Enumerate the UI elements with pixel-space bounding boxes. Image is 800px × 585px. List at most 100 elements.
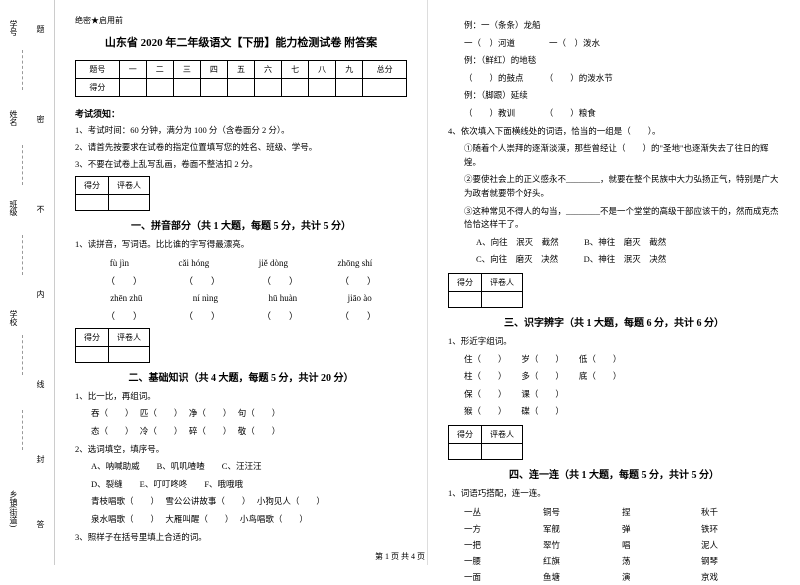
s3-r3: 猴（ ） 碟（ ） (448, 405, 780, 419)
py1-2: jiě dòng (259, 258, 288, 268)
g1-1: 评卷人 (109, 177, 150, 195)
pinyin-row-2: zhēn zhū ní nìng hū huàn jiāo ào (85, 293, 397, 303)
th9: 九 (336, 61, 363, 79)
s2-q2-opts2: D、裂缝 E、叮叮咚咚 F、哦哦哦 (75, 478, 407, 492)
section3-title: 三、识字辨字（共 1 大题，每题 6 分，共计 6 分） (448, 314, 780, 329)
ex4: 例：（脚跟）延续 (448, 89, 780, 103)
dash2 (22, 145, 23, 185)
s2-q2-r0: 青枝唱歌（ ） 雪公公讲故事（ ） 小狗见人（ ） (75, 495, 407, 509)
s3-r1: 柱（ ） 多（ ） 底（ ） (448, 370, 780, 384)
sb-s0: 题 (35, 25, 46, 33)
sb-s5: 封 (35, 455, 46, 463)
q4-c0: A、向往 泯灭 截然 B、神往 磨灭 截然 (448, 236, 780, 250)
py1-1: cǎi hóng (179, 258, 210, 268)
g4-1: 评卷人 (482, 425, 523, 443)
pinyin-row-1: fù jìn cǎi hóng jiě dòng zhōng shí (85, 258, 397, 268)
mc3: 捏 弹 唱 荡 演 (622, 504, 701, 585)
py2-1: ní nìng (193, 293, 218, 303)
py2-2: hū huàn (268, 293, 297, 303)
mc1: 一丛 一方 一把 一腰 一面 (464, 504, 543, 585)
g3-1: 评卷人 (482, 273, 523, 291)
th2: 二 (146, 61, 173, 79)
left-column: 绝密★启用前 山东省 2020 年二年级语文【下册】能力检测试卷 附答案 题号 … (55, 0, 427, 565)
py2-0: zhēn zhū (110, 293, 142, 303)
grade-box-2: 得分评卷人 (75, 328, 150, 363)
sb-s2: 不 (35, 205, 46, 213)
row-label: 得分 (76, 79, 120, 97)
mc2: 铜号 军舰 翠竹 红旗 鱼塘 (543, 504, 622, 585)
th7: 七 (282, 61, 309, 79)
inst-2: 3、不要在试卷上乱写乱画，卷面不整洁扣 2 分。 (75, 158, 407, 171)
exam-title: 山东省 2020 年二年级语文【下册】能力检测试卷 附答案 (75, 34, 407, 50)
s2-q2: 2、选词填空，填序号。 (75, 443, 407, 457)
binding-sidebar: 学号 题 姓名 密 班级 不 内 学校 线 封 乡镇(街道) 答 (0, 0, 55, 565)
section2-title: 二、基础知识（共 4 大题，每题 5 分，共计 20 分） (75, 369, 407, 384)
s3-r0: 住（ ） 岁（ ） 低（ ） (448, 353, 780, 367)
g4-0: 得分 (449, 425, 482, 443)
ex1: 一（ ）河道 一（ ）泼水 (448, 37, 780, 51)
s4-q: 1、词语巧搭配，连一连。 (448, 487, 780, 501)
grade-box-4: 得分评卷人 (448, 425, 523, 460)
page-content: 绝密★启用前 山东省 2020 年二年级语文【下册】能力检测试卷 附答案 题号 … (55, 0, 800, 565)
dash5 (22, 410, 23, 450)
mc4: 秋千 铁环 泥人 钢琴 京戏 (701, 504, 780, 585)
sb-s1: 密 (35, 115, 46, 123)
th5: 五 (227, 61, 254, 79)
py2-3: jiāo ào (348, 293, 372, 303)
grade-box-3: 得分评卷人 (448, 273, 523, 308)
s2-q4: 4、依次填入下面横线处的词语，恰当的一组是（ ）。 (448, 125, 780, 139)
s1-q: 1、读拼音，写词语。比比谁的字写得最漂亮。 (75, 238, 407, 252)
sb-l3: 学校 (8, 310, 19, 326)
s2-q1: 1、比一比，再组词。 (75, 390, 407, 404)
secret-marker: 绝密★启用前 (75, 15, 407, 26)
right-column: 例：一（条条）龙船 一（ ）河道 一（ ）泼水 例：（鲜红）的地毯 （ ）的鼓点… (428, 0, 800, 565)
grade-box-1: 得分评卷人 (75, 176, 150, 211)
g1-0: 得分 (76, 177, 109, 195)
th8: 八 (309, 61, 336, 79)
instructions-title: 考试须知： (75, 107, 407, 120)
matching-block: 一丛 一方 一把 一腰 一面 铜号 军舰 翠竹 红旗 鱼塘 捏 弹 唱 荡 演 (448, 504, 780, 585)
section1-title: 一、拼音部分（共 1 大题，每题 5 分，共计 5 分） (75, 217, 407, 232)
sb-l0: 学号 (8, 20, 19, 36)
s3-q: 1、形近字组词。 (448, 335, 780, 349)
py1-3: zhōng shí (338, 258, 373, 268)
sb-s6: 答 (35, 520, 46, 528)
dash4 (22, 335, 23, 375)
ex0: 例：一（条条）龙船 (448, 19, 780, 33)
q4-i1: ②要使社会上的正义感永不________，就要在整个民族中大力弘扬正气，特别是广… (448, 173, 780, 200)
q4-c1: C、向往 磨灭 决然 D、神往 泯灭 决然 (448, 253, 780, 267)
ex2: 例：（鲜红）的地毯 (448, 54, 780, 68)
s2-q1-r1: 态（ ） 冷（ ） 碎（ ） 敬（ ） (75, 425, 407, 439)
th1: 一 (119, 61, 146, 79)
q4-i0: ①随着个人崇拜的逐渐淡漠，那些曾经让（ ）的"圣地"也逐渐失去了往日的辉煌。 (448, 142, 780, 169)
py1-0: fù jìn (110, 258, 129, 268)
sb-l4: 乡镇(街道) (8, 490, 19, 527)
s2-q2-opts: A、呐喊助威 B、叽叽喳喳 C、汪汪汪 (75, 460, 407, 474)
g3-0: 得分 (449, 273, 482, 291)
page-footer: 第 1 页 共 4 页 (0, 551, 800, 562)
ex3: （ ）的鼓点 （ ）的泼水节 (448, 72, 780, 86)
ex5: （ ）教训 （ ）粮食 (448, 107, 780, 121)
s2-q1-r0: 吞（ ） 匹（ ） 净（ ） 句（ ） (75, 407, 407, 421)
section4-title: 四、连一连（共 1 大题，每题 5 分，共计 5 分） (448, 466, 780, 481)
s2-q3: 3、照样子在括号里填上合适的词。 (75, 531, 407, 545)
q4-i2: ③这种常见不得人的勾当，________不是一个堂堂的高级干部应该干的，然而成克… (448, 205, 780, 232)
paren-row-1: （ ）（ ）（ ）（ ） (85, 274, 397, 287)
paren-row-2: （ ）（ ）（ ）（ ） (85, 309, 397, 322)
g2-1: 评卷人 (109, 328, 150, 346)
th0: 题号 (76, 61, 120, 79)
s3-r2: 保（ ） 课（ ） (448, 388, 780, 402)
sb-l2: 班级 (8, 200, 19, 216)
th3: 三 (173, 61, 200, 79)
sb-s3: 内 (35, 290, 46, 298)
th10: 总分 (363, 61, 407, 79)
th4: 四 (200, 61, 227, 79)
s2-q2-r1: 泉水唱歌（ ） 大雁叫醒（ ） 小鸟唱歌（ ） (75, 513, 407, 527)
th6: 六 (255, 61, 282, 79)
sb-s4: 线 (35, 380, 46, 388)
score-table: 题号 一 二 三 四 五 六 七 八 九 总分 得分 (75, 60, 407, 97)
inst-1: 2、请首先按要求在试卷的指定位置填写您的姓名、班级、学号。 (75, 141, 407, 154)
dash3 (22, 235, 23, 275)
dash1 (22, 50, 23, 90)
inst-0: 1、考试时间：60 分钟，满分为 100 分（含卷面分 2 分）。 (75, 124, 407, 137)
